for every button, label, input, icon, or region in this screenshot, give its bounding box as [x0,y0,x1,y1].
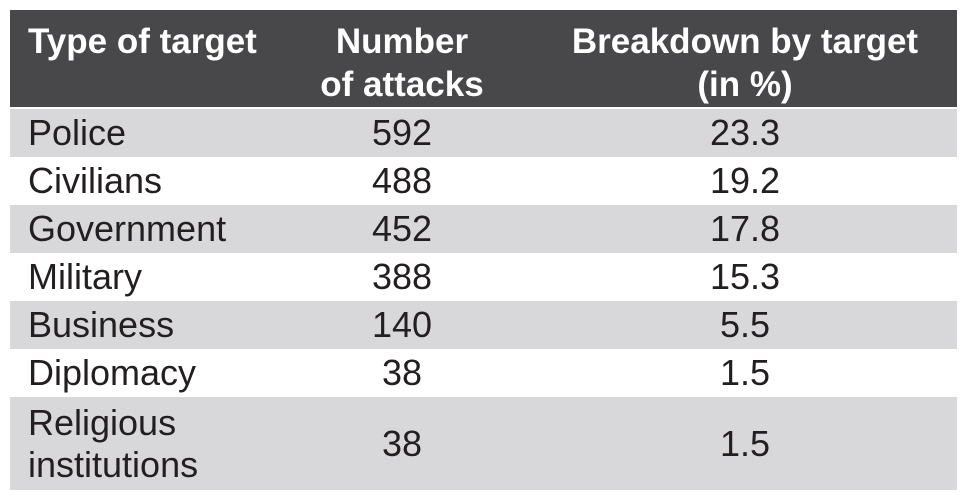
table-row-police: Police 592 23.3 [10,109,957,157]
header-line: Number [335,22,469,61]
header-line: (in %) [697,65,793,104]
cell-number-of-attacks: 452 [371,208,433,249]
cell-target-type: Business [28,304,175,345]
cell-number-of-attacks: 592 [371,112,433,153]
cell-target-type: Religious institutions [28,401,199,485]
table-row-government: Government 452 17.8 [10,205,957,253]
attacks-by-target-table: Type of target Number of attacks Breakdo… [10,10,957,490]
table-row-diplomacy: Diplomacy 38 1.5 [10,349,957,397]
cell-target-type: Police [28,112,127,153]
cell-target-type: Military [28,256,142,297]
cell-breakdown-percent: 15.3 [709,256,781,297]
table-body: Police 592 23.3 Civilians 488 19.2 Gover… [10,109,957,490]
header-line: Breakdown by target [571,22,919,61]
header-line: Type of target [28,22,257,61]
table-header-row: Type of target Number of attacks Breakdo… [10,10,957,107]
cell-number-of-attacks: 388 [371,256,433,297]
table-row-civilians: Civilians 488 19.2 [10,157,957,205]
column-header-type-of-target: Type of target [10,20,271,107]
column-header-breakdown-by-target: Breakdown by target (in %) [533,20,957,107]
cell-breakdown-percent: 5.5 [719,304,771,345]
column-header-number-of-attacks: Number of attacks [271,20,533,107]
cell-number-of-attacks: 38 [381,422,423,464]
table-row-business: Business 140 5.5 [10,301,957,349]
cell-breakdown-percent: 17.8 [709,208,781,249]
cell-target-type: Diplomacy [28,352,197,393]
table-row-military: Military 388 15.3 [10,253,957,301]
cell-number-of-attacks: 38 [381,352,423,393]
cell-number-of-attacks: 140 [371,304,433,345]
cell-target-type: Government [28,208,227,249]
cell-number-of-attacks: 488 [371,160,433,201]
table-row-religious-institutions: Religious institutions 38 1.5 [10,397,957,490]
cell-breakdown-percent: 1.5 [719,422,771,464]
cell-target-type: Civilians [28,160,163,201]
cell-breakdown-percent: 1.5 [719,352,771,393]
cell-breakdown-percent: 19.2 [709,160,781,201]
cell-breakdown-percent: 23.3 [709,112,781,153]
header-line: of attacks [320,65,484,104]
